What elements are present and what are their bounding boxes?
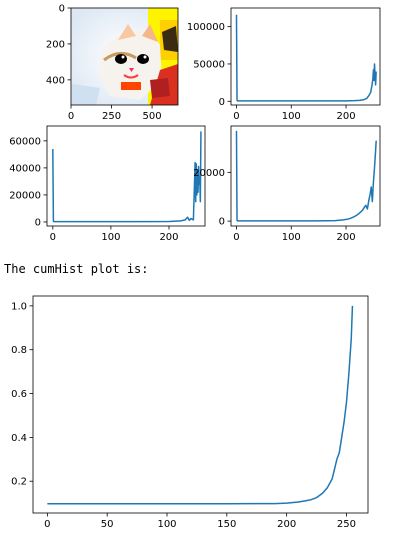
x-tick-label: 0: [233, 111, 239, 122]
x-tick-label: 200: [277, 519, 296, 530]
x-tick-label: 100: [101, 232, 120, 243]
y-tick-label: 0: [59, 4, 65, 15]
y-tick-label: 50000: [193, 59, 225, 70]
y-tick-label: 0.4: [11, 433, 27, 444]
x-tick-label: 100: [282, 111, 301, 122]
x-tick-label: 0: [44, 519, 50, 530]
hist-panel-3: 0 100 200 0 20000: [193, 126, 380, 243]
y-tick-label: 0: [219, 97, 225, 108]
x-tick-label: 200: [336, 111, 355, 122]
x-tick-label: 0: [68, 111, 74, 122]
x-tick-label: 100: [157, 519, 176, 530]
y-tick-label: 20000: [193, 168, 225, 179]
y-tick-label: 40000: [9, 163, 41, 174]
hist-panel-1: 0 100 200 0 50000 100000: [187, 8, 380, 122]
x-tick-label: 200: [336, 232, 355, 243]
plot-frame: [33, 296, 368, 513]
y-tick-label: 400: [46, 75, 65, 86]
cumhist-panel: 0 50 100 150 200 250 0.2 0.4 0.6 0.8 1.0: [11, 296, 368, 530]
y-tick-label: 0.8: [11, 345, 27, 356]
plot-frame: [231, 8, 380, 105]
y-tick-label: 60000: [9, 136, 41, 147]
cumhist-caption: The cumHist plot is:: [4, 262, 149, 276]
x-tick-label: 0: [233, 232, 239, 243]
y-tick-label: 200: [46, 39, 65, 50]
y-tick-label: 0.6: [11, 389, 27, 400]
x-tick-label: 200: [159, 232, 178, 243]
y-tick-label: 0: [35, 217, 41, 228]
x-tick-label: 0: [50, 232, 56, 243]
plot-frame: [47, 126, 205, 226]
kitten-image: [71, 8, 178, 105]
hist-panel-2: 0 100 200 0 20000 40000 60000: [9, 126, 205, 243]
y-tick-label: 0.2: [11, 477, 27, 488]
y-tick-label: 1.0: [11, 301, 27, 312]
x-tick-label: 50: [101, 519, 114, 530]
x-tick-label: 250: [102, 111, 121, 122]
y-tick-label: 20000: [9, 190, 41, 201]
x-tick-label: 250: [337, 519, 356, 530]
y-tick-label: 100000: [187, 22, 225, 33]
x-tick-label: 500: [143, 111, 162, 122]
image-panel: 0 200 400 0 250 500: [46, 4, 178, 123]
x-tick-label: 100: [282, 232, 301, 243]
x-tick-label: 150: [217, 519, 236, 530]
y-tick-label: 0: [219, 217, 225, 228]
plot-frame: [231, 126, 380, 226]
